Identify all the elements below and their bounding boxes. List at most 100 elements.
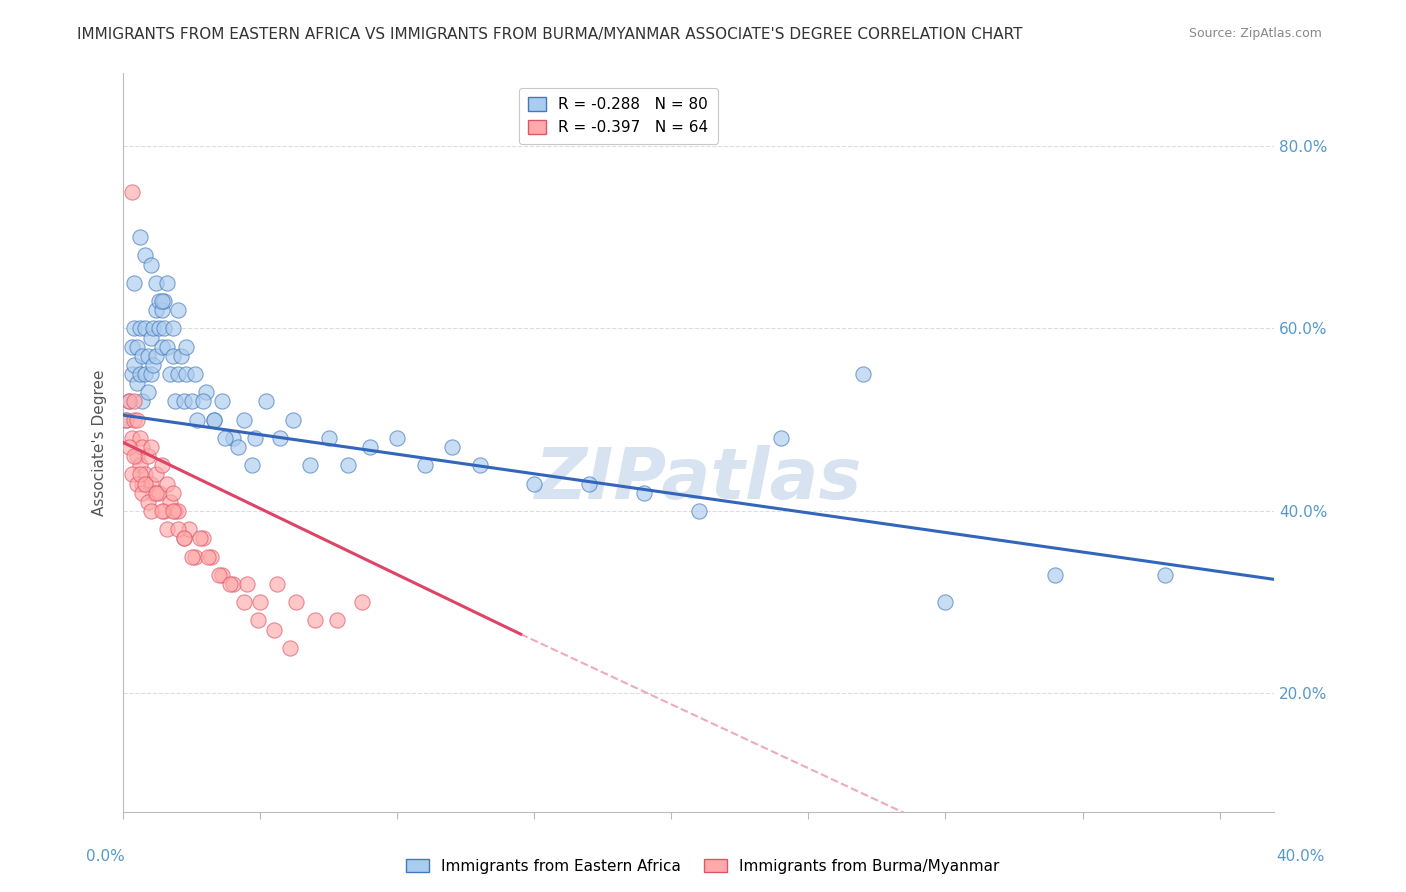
- Point: [1043, 567, 1066, 582]
- Point: [191, 394, 214, 409]
- Point: [122, 276, 145, 290]
- Point: [131, 349, 153, 363]
- Point: [173, 532, 195, 546]
- Text: 40.0%: 40.0%: [1277, 849, 1324, 864]
- Point: [118, 394, 141, 409]
- Point: [153, 504, 176, 518]
- Point: [142, 321, 165, 335]
- Point: [211, 567, 233, 582]
- Point: [134, 476, 156, 491]
- Point: [145, 276, 167, 290]
- Point: [180, 549, 202, 564]
- Point: [145, 349, 167, 363]
- Point: [934, 595, 956, 609]
- Point: [688, 504, 710, 518]
- Point: [125, 476, 148, 491]
- Point: [150, 303, 173, 318]
- Point: [183, 549, 205, 564]
- Point: [232, 595, 254, 609]
- Point: [128, 458, 150, 473]
- Point: [148, 294, 170, 309]
- Point: [134, 321, 156, 335]
- Point: [263, 623, 285, 637]
- Point: [284, 595, 307, 609]
- Point: [118, 394, 141, 409]
- Point: [128, 431, 150, 445]
- Point: [202, 413, 225, 427]
- Point: [145, 485, 167, 500]
- Point: [578, 476, 600, 491]
- Point: [150, 294, 173, 309]
- Point: [136, 349, 159, 363]
- Point: [167, 504, 190, 518]
- Point: [142, 358, 165, 372]
- Point: [254, 394, 277, 409]
- Point: [131, 440, 153, 454]
- Point: [156, 522, 179, 536]
- Point: [139, 476, 162, 491]
- Point: [167, 367, 190, 381]
- Point: [176, 367, 198, 381]
- Point: [318, 431, 340, 445]
- Point: [128, 367, 150, 381]
- Point: [350, 595, 373, 609]
- Point: [136, 449, 159, 463]
- Point: [139, 367, 162, 381]
- Point: [115, 413, 138, 427]
- Point: [283, 413, 305, 427]
- Point: [387, 431, 409, 445]
- Point: [235, 577, 257, 591]
- Point: [165, 504, 187, 518]
- Point: [156, 476, 179, 491]
- Point: [167, 522, 190, 536]
- Point: [162, 349, 184, 363]
- Point: [413, 458, 436, 473]
- Point: [145, 303, 167, 318]
- Point: [162, 485, 184, 500]
- Point: [136, 385, 159, 400]
- Point: [145, 467, 167, 482]
- Point: [298, 458, 321, 473]
- Point: [186, 413, 208, 427]
- Point: [153, 321, 176, 335]
- Point: [523, 476, 546, 491]
- Point: [337, 458, 360, 473]
- Point: [134, 467, 156, 482]
- Point: [211, 394, 233, 409]
- Point: [188, 532, 211, 546]
- Point: [197, 549, 219, 564]
- Point: [232, 413, 254, 427]
- Point: [326, 614, 349, 628]
- Legend: Immigrants from Eastern Africa, Immigrants from Burma/Myanmar: Immigrants from Eastern Africa, Immigran…: [401, 853, 1005, 880]
- Point: [150, 340, 173, 354]
- Point: [139, 504, 162, 518]
- Point: [214, 431, 236, 445]
- Point: [121, 340, 143, 354]
- Point: [118, 440, 141, 454]
- Point: [240, 458, 263, 473]
- Point: [194, 385, 217, 400]
- Point: [266, 577, 288, 591]
- Point: [125, 376, 148, 391]
- Point: [128, 467, 150, 482]
- Point: [131, 476, 153, 491]
- Point: [121, 467, 143, 482]
- Point: [134, 248, 156, 262]
- Point: [122, 413, 145, 427]
- Point: [219, 577, 242, 591]
- Point: [191, 532, 214, 546]
- Point: [222, 577, 245, 591]
- Point: [128, 230, 150, 244]
- Point: [148, 321, 170, 335]
- Point: [115, 413, 138, 427]
- Point: [162, 321, 184, 335]
- Point: [228, 440, 250, 454]
- Point: [136, 495, 159, 509]
- Point: [176, 340, 198, 354]
- Point: [162, 504, 184, 518]
- Legend: R = -0.288   N = 80, R = -0.397   N = 64: R = -0.288 N = 80, R = -0.397 N = 64: [519, 88, 718, 145]
- Point: [249, 595, 271, 609]
- Point: [156, 276, 179, 290]
- Point: [177, 522, 200, 536]
- Point: [173, 394, 195, 409]
